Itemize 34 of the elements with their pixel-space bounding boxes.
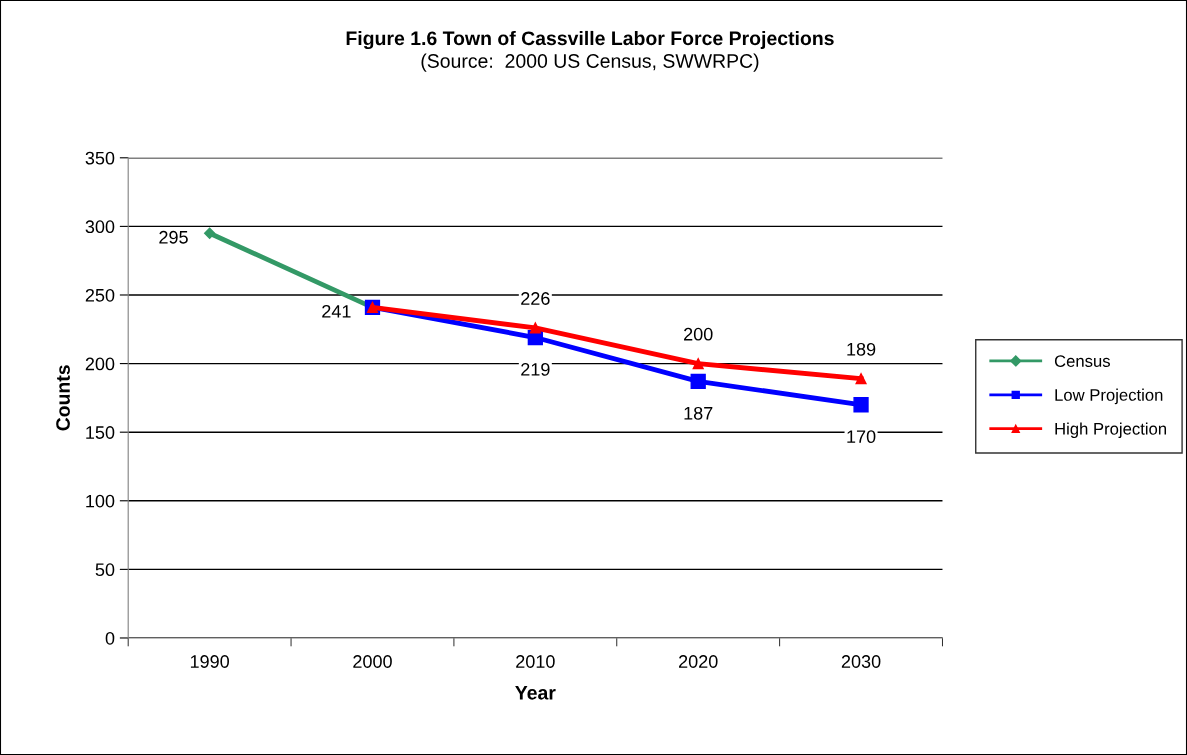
y-tick-label: 200 [85, 357, 115, 371]
y-axis-title: Counts [56, 365, 70, 431]
legend-label: Census [1054, 355, 1110, 367]
x-tick-label: 1990 [190, 655, 229, 668]
y-tick-label: 350 [85, 151, 115, 165]
y-tick-label: 250 [85, 288, 115, 302]
y-tick-label: 150 [86, 426, 115, 439]
data-label: 295 [159, 230, 188, 244]
point [692, 358, 704, 370]
point [690, 373, 706, 390]
y-tick-label: 0 [105, 631, 115, 645]
chart-subtitle: (Source: 2000 US Census, SWWRPC) [421, 53, 759, 72]
point [204, 227, 216, 239]
legend-label: Low Projection [1055, 388, 1163, 405]
data-label: 226 [521, 292, 550, 305]
x-tick-label: 2010 [516, 655, 555, 668]
legend-label: High Projection [1055, 422, 1167, 439]
data-label: 189 [847, 342, 876, 356]
chart-title: Figure 1.6 Town of Cassville Labor Force Projections [346, 30, 834, 50]
point [855, 373, 867, 385]
point [853, 397, 869, 413]
point [529, 322, 541, 334]
x-tick-label: 2020 [679, 655, 718, 668]
data-label: 187 [684, 406, 713, 420]
data-label: 170 [847, 430, 876, 444]
x-tick-label: 2000 [353, 655, 392, 668]
x-tick-label: 2030 [841, 655, 881, 668]
y-tick-label: 50 [95, 563, 115, 577]
data-label: 219 [521, 363, 550, 376]
data-label: 200 [684, 327, 713, 341]
data-label: 241 [322, 304, 351, 318]
y-tick-label: 100 [86, 494, 115, 508]
y-tick-label: 300 [85, 220, 115, 234]
x-axis-title: Year [515, 686, 556, 700]
